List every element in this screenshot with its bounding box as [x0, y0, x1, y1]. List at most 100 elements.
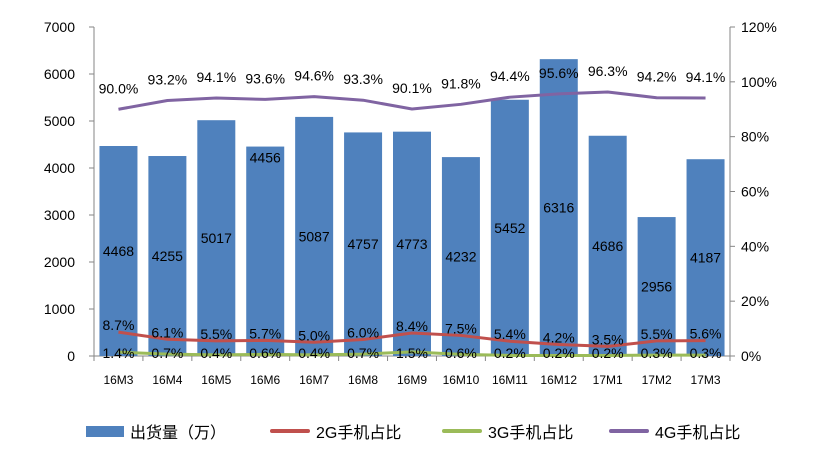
label-2g: 5.5%: [200, 326, 232, 342]
legend-item-4g: 4G手机占比: [609, 418, 740, 444]
y-right-tick-label: 40%: [741, 238, 769, 254]
bar-value-label: 4255: [152, 248, 183, 264]
legend-label-shipments: 出货量（万）: [130, 425, 227, 442]
y-right-tick-label: 60%: [741, 184, 769, 200]
bar-value-label: 5452: [494, 220, 525, 236]
bar: [686, 159, 725, 356]
bar-value-label: 6316: [543, 200, 574, 216]
x-tick-label: 17M1: [593, 373, 623, 387]
bar: [441, 157, 480, 356]
label-4g: 90.0%: [99, 80, 139, 96]
x-tick-label: 16M12: [540, 373, 577, 387]
y-left-tick-label: 1000: [44, 301, 75, 317]
label-4g: 94.4%: [490, 68, 530, 84]
bar-value-label: 5017: [201, 230, 232, 246]
legend-item-shipments: 出货量（万）: [86, 418, 226, 444]
bar: [344, 132, 383, 356]
x-tick-label: 16M11: [492, 373, 528, 387]
label-3g: 0.7%: [347, 345, 379, 361]
x-tick-label: 17M3: [691, 373, 721, 387]
label-2g: 8.4%: [396, 318, 428, 334]
bar: [295, 116, 334, 356]
x-tick-label: 16M6: [250, 373, 280, 387]
bar: [637, 217, 676, 356]
legend-item-2g: 2G手机占比: [270, 418, 401, 444]
line-3g: [118, 350, 706, 357]
data-labels: 4468 4255 5017 4456 5087 4757 4773 4232 5452 6316…: [99, 63, 726, 361]
legend-swatch-3g: [442, 429, 482, 433]
label-3g: 0.6%: [249, 345, 281, 361]
combo-chart: 0 1000 2000 3000 4000 5000 6000 7000 0% 20% 40% 60%…: [44, 19, 777, 387]
bar: [393, 131, 431, 356]
line-4g: [118, 90, 706, 111]
line-2g: [118, 330, 706, 348]
y-left-tick-label: 6000: [44, 66, 75, 82]
x-tick-label: 16M3: [103, 373, 133, 387]
bar: [148, 156, 187, 356]
label-4g: 94.6%: [294, 68, 334, 84]
bar-value-label: 4686: [592, 238, 623, 254]
y-right-tick-label: 80%: [741, 129, 769, 145]
label-2g: 5.5%: [641, 326, 673, 342]
legend-label-4g: 4G手机占比: [655, 425, 741, 442]
label-3g: 0.4%: [200, 345, 232, 361]
label-3g: 0.3%: [641, 345, 673, 361]
label-3g: 1.4%: [103, 345, 135, 361]
x-tick-label: 16M9: [397, 373, 427, 387]
y-right-tick-label: 20%: [741, 293, 769, 309]
legend-label-3g: 3G手机占比: [488, 425, 574, 442]
bar: [99, 146, 138, 356]
label-4g: 95.6%: [539, 65, 579, 81]
bar: [197, 120, 236, 357]
x-tick-label: 16M7: [299, 373, 329, 387]
label-2g: 4.2%: [543, 329, 575, 345]
legend-swatch-2g: [270, 429, 310, 433]
y-left-tick-label: 5000: [44, 113, 75, 129]
bar-value-label: 4757: [347, 236, 378, 252]
x-tick-label: 16M10: [443, 373, 480, 387]
label-2g: 6.1%: [151, 324, 183, 340]
bar: [490, 99, 529, 357]
legend-item-3g: 3G手机占比: [442, 418, 573, 444]
label-3g: 0.2%: [543, 345, 575, 361]
bar-value-label: 4232: [445, 249, 476, 265]
label-3g: 1.5%: [396, 345, 428, 361]
bar: [246, 146, 285, 356]
x-tick-label: 16M4: [152, 373, 182, 387]
label-3g: 0.2%: [592, 345, 624, 361]
bar: [588, 135, 627, 356]
label-2g: 5.0%: [298, 327, 330, 343]
label-2g: 8.7%: [103, 317, 135, 333]
label-3g: 0.7%: [151, 345, 183, 361]
legend-swatch-4g: [609, 429, 649, 433]
label-4g: 93.3%: [343, 71, 383, 87]
label-4g: 96.3%: [588, 63, 628, 79]
label-4g: 90.1%: [392, 80, 432, 96]
label-2g: 7.5%: [445, 320, 477, 336]
label-3g: 0.6%: [445, 345, 477, 361]
label-3g: 0.4%: [298, 345, 330, 361]
bar-value-label: 2956: [641, 279, 672, 295]
label-4g: 94.1%: [686, 69, 726, 85]
bar-value-label: 4773: [396, 236, 427, 252]
y-left-tick-label: 2000: [44, 254, 75, 270]
label-4g: 94.2%: [637, 69, 677, 85]
y-right-tick-label: 100%: [741, 74, 777, 90]
bar-value-label: 4187: [690, 250, 721, 266]
y-left-tick-label: 3000: [44, 207, 75, 223]
legend-swatch-shipments: [86, 425, 124, 437]
bar-value-label: 4468: [103, 243, 134, 259]
label-4g: 93.2%: [148, 71, 188, 87]
x-tick-label: 16M8: [348, 373, 378, 387]
chart-legend: 出货量（万） 2G手机占比 3G手机占比 4G手机占比: [0, 418, 830, 444]
bar-value-label: 5087: [299, 228, 330, 244]
bar-value-label: 4456: [250, 150, 281, 166]
label-3g: 0.2%: [494, 345, 526, 361]
y-left-tick-label: 7000: [44, 19, 75, 35]
line-series: [118, 90, 706, 357]
label-2g: 6.0%: [347, 325, 379, 341]
label-3g: 0.3%: [690, 345, 722, 361]
legend-label-2g: 2G手机占比: [316, 425, 402, 442]
bar-series-shipments: [99, 59, 725, 357]
label-4g: 93.6%: [245, 70, 285, 86]
